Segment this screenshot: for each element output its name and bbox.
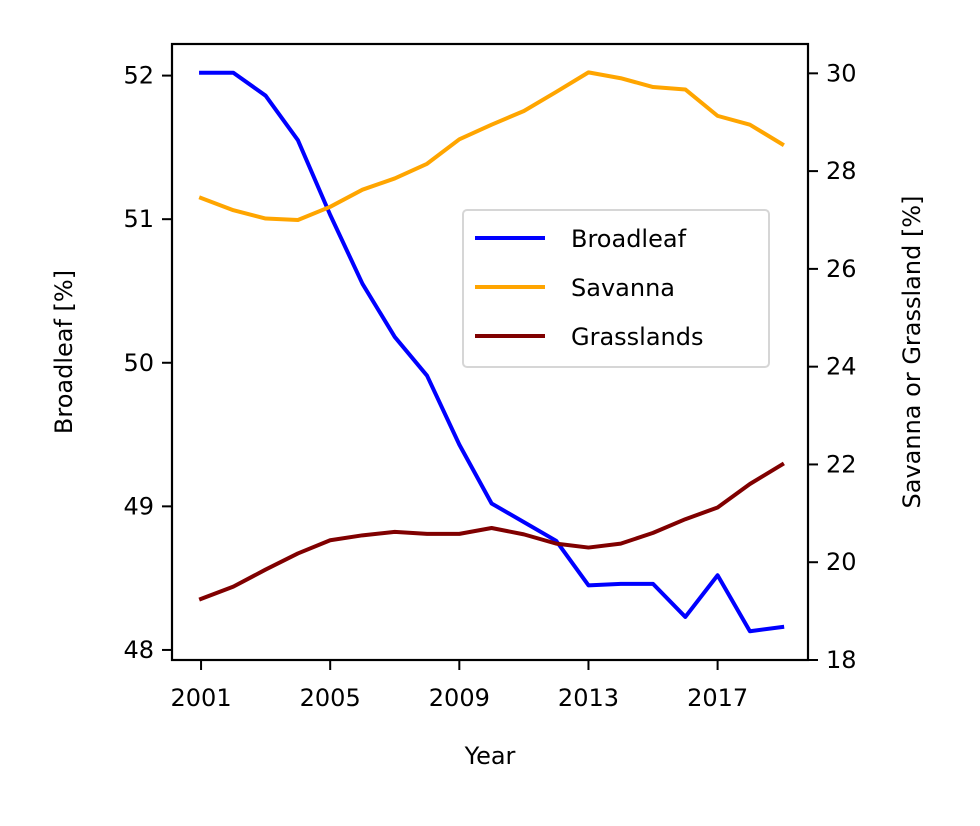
legend-label-savanna: Savanna (571, 274, 675, 302)
legend: Broadleaf Savanna Grasslands (462, 209, 770, 368)
right-y-tick-label: 30 (826, 59, 857, 87)
x-axis: 2001 2005 2009 2013 2017 (171, 660, 748, 712)
right-y-axis: 18 20 22 24 26 28 30 (808, 59, 857, 674)
x-tick-label: 2001 (171, 684, 232, 712)
left-y-axis-title: Broadleaf [%] (50, 270, 78, 434)
plot-frame (170, 42, 810, 662)
right-y-tick-label: 18 (826, 646, 857, 674)
left-y-tick-label: 48 (123, 636, 154, 664)
left-y-tick-label: 51 (123, 205, 154, 233)
plot-area (198, 70, 785, 634)
series-line-broadleaf (199, 70, 785, 634)
right-y-tick-label: 20 (826, 548, 857, 576)
left-y-tick-label: 49 (123, 492, 154, 520)
series-line-savanna (198, 70, 785, 222)
right-y-tick-label: 28 (826, 157, 857, 185)
legend-box (462, 209, 770, 368)
left-y-tick-label: 50 (123, 349, 154, 377)
left-y-axis: 48 49 50 51 52 (123, 62, 172, 664)
x-axis-title: Year (464, 742, 516, 770)
left-y-tick-label: 52 (123, 62, 154, 90)
right-y-tick-label: 22 (826, 450, 857, 478)
x-tick-label: 2009 (429, 684, 490, 712)
x-tick-label: 2013 (558, 684, 619, 712)
right-y-axis-title: Savanna or Grassland [%] (898, 196, 926, 509)
right-y-tick-label: 26 (826, 255, 857, 283)
legend-label-broadleaf: Broadleaf (571, 225, 687, 253)
x-tick-label: 2017 (687, 684, 748, 712)
legend-label-grasslands: Grasslands (571, 323, 704, 351)
right-y-tick-label: 24 (826, 353, 857, 381)
x-tick-label: 2005 (300, 684, 361, 712)
series-line-grasslands (198, 461, 785, 602)
